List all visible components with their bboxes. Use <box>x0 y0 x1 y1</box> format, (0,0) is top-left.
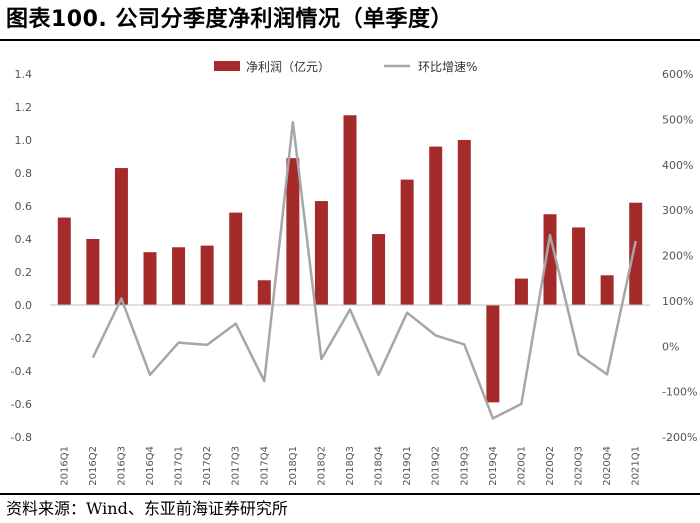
right-axis-ticks: 600% 500% 400% 300% 200% 100% 0% -100% -200% <box>662 68 697 444</box>
x-tick-label: 2018Q2 <box>316 446 327 486</box>
legend-bar-swatch <box>214 61 240 71</box>
bar <box>86 239 100 305</box>
source-note: 资料来源：Wind、东亚前海证券研究所 <box>6 499 288 518</box>
x-tick-label: 2020Q4 <box>602 446 613 486</box>
bar <box>314 201 328 305</box>
bottom-rule <box>0 493 700 495</box>
x-tick-label: 2017Q1 <box>174 446 185 486</box>
right-tick-label: 500% <box>662 113 693 126</box>
bar <box>200 245 214 305</box>
bar <box>257 280 271 305</box>
left-axis-ticks: 1.4 1.2 1.0 0.8 0.6 0.4 0.2 0.0 -0.2 -0.4 -0.6 -0.8 <box>11 68 32 444</box>
bar <box>57 217 71 305</box>
bar <box>543 214 557 305</box>
left-tick-label: 1.2 <box>15 101 33 114</box>
bar-series <box>57 115 643 403</box>
right-tick-label: -100% <box>662 386 697 399</box>
x-tick-label: 2017Q3 <box>231 446 242 486</box>
right-tick-label: 100% <box>662 295 693 308</box>
x-tick-label: 2020Q2 <box>545 446 556 486</box>
right-tick-label: 200% <box>662 250 693 263</box>
bar <box>229 212 243 305</box>
bar <box>286 158 300 305</box>
left-tick-label: -0.4 <box>11 365 32 378</box>
right-tick-label: 400% <box>662 159 693 172</box>
bar <box>514 278 528 305</box>
x-tick-label: 2016Q4 <box>145 446 156 486</box>
bar <box>486 305 500 403</box>
bar <box>572 227 586 305</box>
chart: 1.4 1.2 1.0 0.8 0.6 0.4 0.2 0.0 -0.2 -0.4 -0.6 -0.8… <box>11 59 698 486</box>
x-tick-label: 2019Q2 <box>431 446 442 486</box>
top-rule <box>0 39 700 41</box>
x-tick-label: 2018Q1 <box>288 446 299 486</box>
left-tick-label: 0.8 <box>15 167 33 180</box>
x-tick-label: 2016Q1 <box>59 446 70 486</box>
legend-bar-label: 净利润（亿元） <box>246 59 330 74</box>
growth-line <box>91 120 637 420</box>
left-tick-label: -0.8 <box>11 431 32 444</box>
bar <box>457 140 471 305</box>
line-series <box>91 120 637 420</box>
bar <box>600 275 614 305</box>
x-tick-label: 2018Q4 <box>374 446 385 486</box>
x-tick-label: 2017Q4 <box>259 446 270 486</box>
left-tick-label: 0.0 <box>15 299 33 312</box>
left-tick-label: 0.2 <box>15 266 33 279</box>
right-tick-label: 0% <box>662 340 679 353</box>
x-tick-label: 2020Q3 <box>574 446 585 486</box>
x-tick-label: 2016Q2 <box>88 446 99 486</box>
x-tick-label: 2016Q3 <box>116 446 127 486</box>
x-tick-label: 2021Q1 <box>631 446 642 486</box>
right-tick-label: -200% <box>662 431 697 444</box>
left-tick-label: 0.4 <box>15 233 33 246</box>
x-tick-label: 2019Q1 <box>402 446 413 486</box>
bar <box>343 115 357 305</box>
left-tick-label: -0.6 <box>11 398 32 411</box>
chart-title: 图表100. 公司分季度净利润情况（单季度） <box>6 7 453 32</box>
legend-line-label: 环比增速% <box>418 60 477 74</box>
x-tick-label: 2018Q3 <box>345 446 356 486</box>
legend: 净利润（亿元） 环比增速% <box>214 59 477 74</box>
x-axis-ticks: 2016Q1 2016Q2 2016Q3 2016Q4 2017Q1 2017Q2 2017… <box>59 446 641 486</box>
right-tick-label: 300% <box>662 204 693 217</box>
left-tick-label: 0.6 <box>15 200 33 213</box>
bar <box>172 247 186 305</box>
left-tick-label: 1.0 <box>15 134 33 147</box>
bar <box>114 168 128 305</box>
bar <box>372 234 386 305</box>
bar <box>143 252 157 305</box>
x-tick-label: 2017Q2 <box>202 446 213 486</box>
x-tick-label: 2020Q1 <box>516 446 527 486</box>
bar <box>400 179 414 305</box>
bar <box>429 146 443 305</box>
left-tick-label: 1.4 <box>15 68 33 81</box>
x-tick-label: 2019Q3 <box>459 446 470 486</box>
right-tick-label: 600% <box>662 68 693 81</box>
x-tick-label: 2019Q4 <box>488 446 499 486</box>
left-tick-label: -0.2 <box>11 332 32 345</box>
bar <box>629 202 643 305</box>
